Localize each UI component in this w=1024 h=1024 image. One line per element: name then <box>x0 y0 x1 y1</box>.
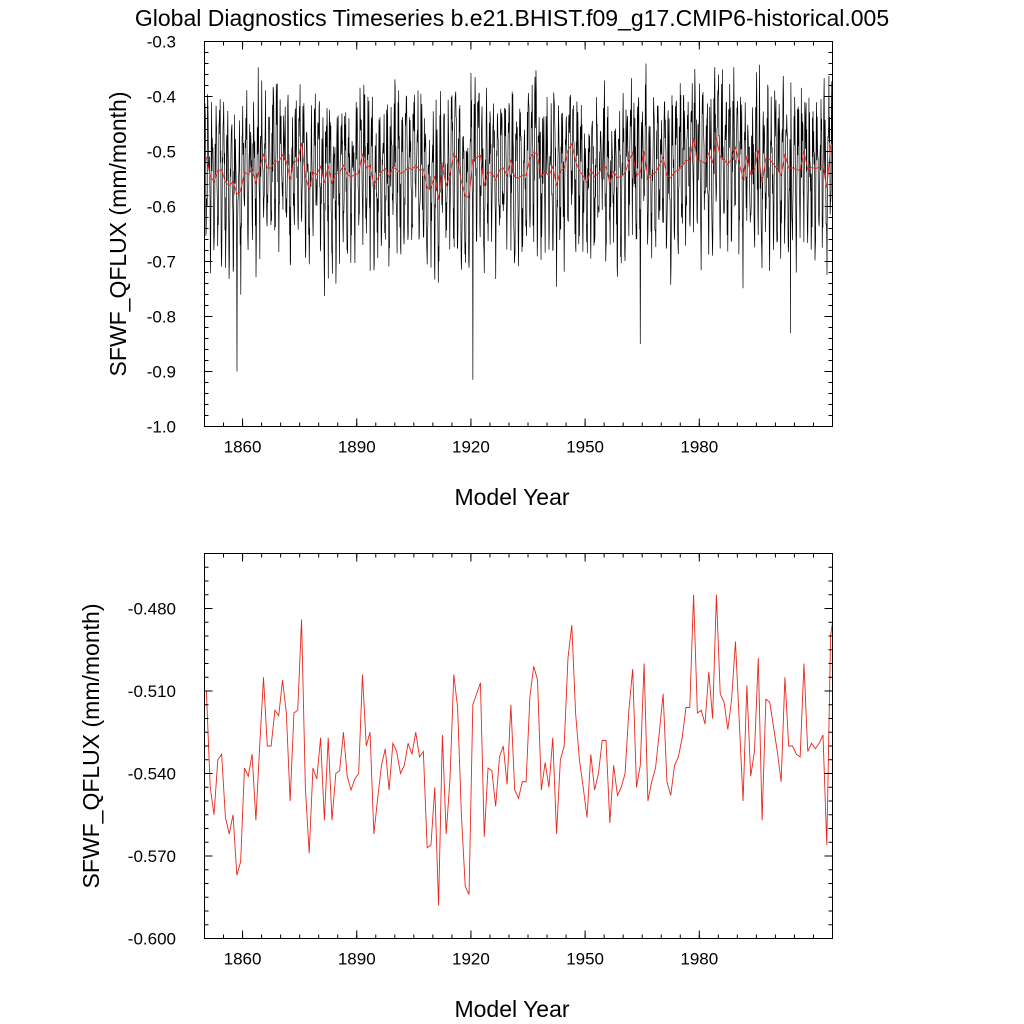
y-tick-label: -0.510 <box>128 682 176 701</box>
bottom-series-layer <box>205 594 833 906</box>
figure-title: Global Diagnostics Timeseries b.e21.BHIS… <box>135 5 889 31</box>
top-series-layer <box>204 63 833 380</box>
y-tick-label: -1.0 <box>147 418 176 437</box>
y-tick-label: -0.540 <box>128 765 176 784</box>
y-tick-label: -0.600 <box>128 930 176 949</box>
bottom-axis-ticks: 1860 1890 1920 1950 1980 -0.600 -0.570 -0.540 -0… <box>128 553 833 969</box>
x-tick-label: 1860 <box>224 950 262 969</box>
y-tick-label: -0.4 <box>147 88 176 107</box>
y-tick-label: -0.8 <box>147 308 176 327</box>
y-tick-label: -0.570 <box>128 847 176 866</box>
bottom-y-axis-label: SFWF_QFLUX (mm/month) <box>78 604 104 889</box>
x-tick-label: 1950 <box>566 950 604 969</box>
x-tick-label: 1890 <box>338 438 376 457</box>
bottom-plot-frame <box>204 553 833 939</box>
annual-mean-line-top <box>205 137 833 200</box>
top-y-axis-label: SFWF_QFLUX (mm/month) <box>105 92 131 377</box>
x-tick-label: 1980 <box>680 950 718 969</box>
top-x-axis-label: Model Year <box>454 484 569 510</box>
y-tick-label: -0.5 <box>147 143 176 162</box>
y-tick-label: -0.3 <box>147 33 176 52</box>
x-tick-label: 1920 <box>452 438 490 457</box>
x-tick-label: 1890 <box>338 950 376 969</box>
top-axis-ticks: 1860 1890 1920 1950 1980 -1.0 -0.9 -0.8 -0.7 -0.6… <box>147 33 833 457</box>
x-tick-label: 1860 <box>224 438 262 457</box>
y-tick-label: -0.9 <box>147 363 176 382</box>
y-tick-label: -0.6 <box>147 198 176 217</box>
x-tick-label: 1950 <box>566 438 604 457</box>
y-tick-label: -0.480 <box>128 600 176 619</box>
annual-mean-line <box>205 594 833 906</box>
top-plot-frame <box>204 41 833 427</box>
annual-mean-panel: 1860 1890 1920 1950 1980 -0.600 -0.570 -0.540 -0… <box>78 553 833 1022</box>
y-tick-label: -0.7 <box>147 253 176 272</box>
monthly-series-line <box>204 63 833 380</box>
x-tick-label: 1980 <box>680 438 718 457</box>
x-tick-label: 1920 <box>452 950 490 969</box>
monthly-timeseries-panel: 1860 1890 1920 1950 1980 -1.0 -0.9 -0.8 -0.7 -0.6… <box>105 33 833 510</box>
bottom-x-axis-label: Model Year <box>454 996 569 1022</box>
